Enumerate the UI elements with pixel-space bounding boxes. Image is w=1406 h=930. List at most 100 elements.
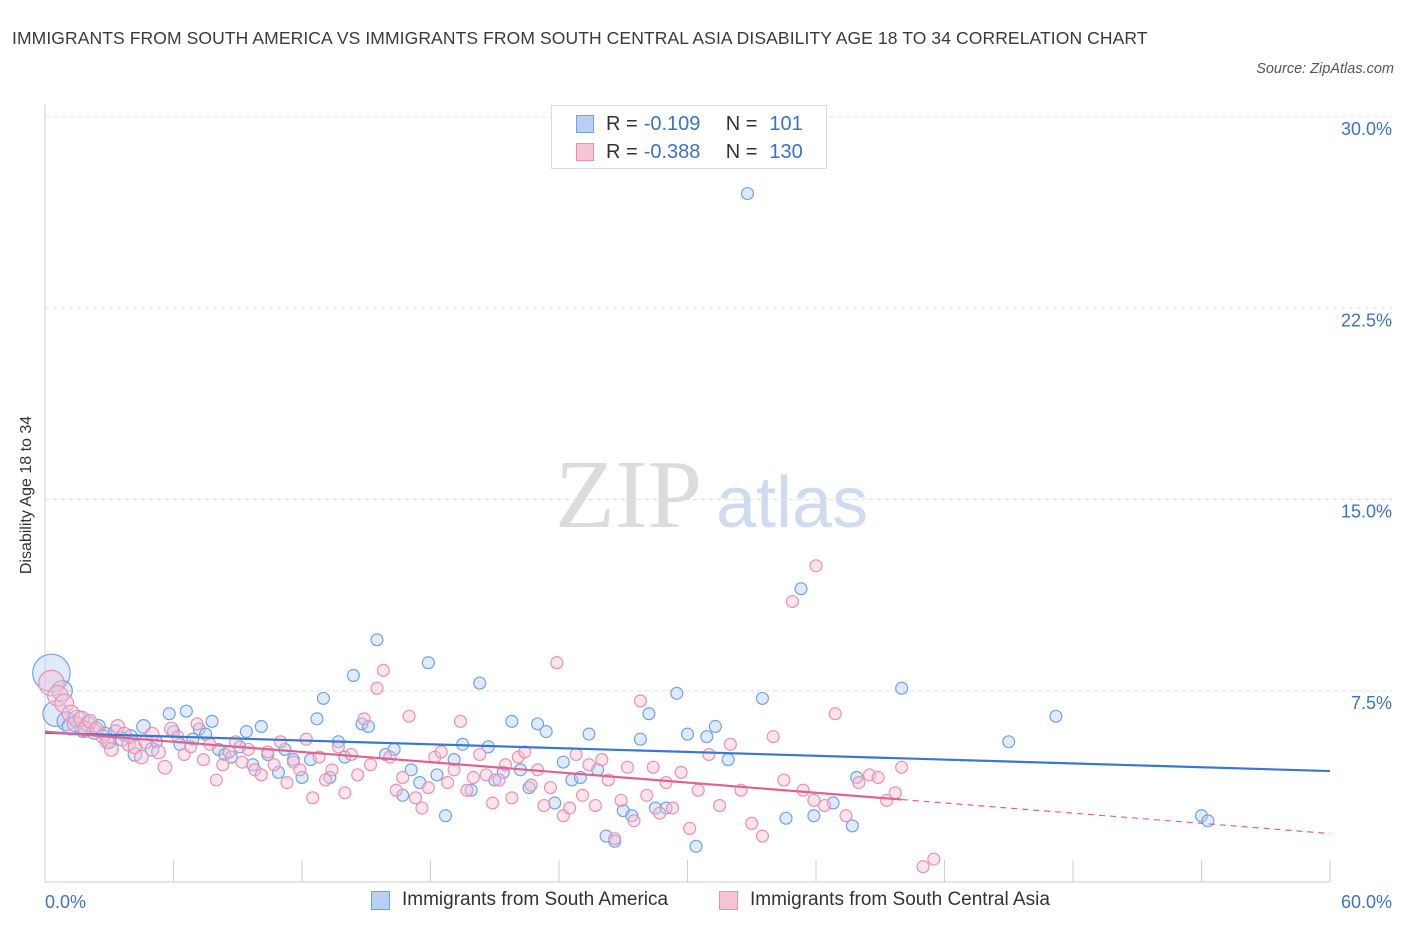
point-south-america	[755, 691, 770, 705]
legend-r-label: R =	[606, 112, 638, 135]
point-south-america	[807, 809, 821, 823]
point-south-america	[556, 755, 570, 769]
point-south-central-asia	[389, 783, 403, 797]
point-south-central-asia	[151, 744, 166, 760]
point-south-central-asia	[486, 796, 500, 810]
point-south-central-asia	[627, 814, 641, 828]
point-south-central-asia	[852, 775, 866, 790]
point-south-america	[316, 691, 330, 705]
point-south-central-asia	[550, 656, 564, 670]
point-south-america	[642, 707, 656, 721]
point-south-central-asia	[319, 773, 333, 787]
point-south-central-asia	[47, 685, 69, 707]
legend-swatch-south-central-asia	[576, 143, 594, 161]
point-south-central-asia	[595, 753, 609, 767]
point-south-america	[162, 707, 176, 721]
point-south-america	[779, 811, 793, 825]
point-south-central-asia	[267, 758, 281, 772]
x-tick-label: 60.0%	[1341, 892, 1392, 912]
series-legend: Immigrants from South America Immigrants…	[0, 889, 1406, 915]
point-south-central-asia	[608, 832, 622, 846]
point-south-america	[548, 796, 562, 810]
point-south-central-asia	[133, 749, 149, 765]
point-south-central-asia	[828, 707, 842, 721]
point-south-central-asia	[665, 801, 680, 815]
point-south-america	[505, 714, 519, 728]
legend-row-south-central-asia: R = -0.388 N = 130	[576, 139, 803, 165]
point-south-central-asia	[73, 710, 90, 728]
correlation-legend: R = -0.109 N = 101 R = -0.388 N = 130	[551, 105, 827, 169]
series-swatch-south-central-asia	[719, 890, 738, 910]
point-south-america	[531, 717, 545, 731]
point-south-central-asia	[280, 775, 294, 790]
point-south-america	[438, 809, 453, 823]
point-south-america	[421, 656, 435, 670]
trend-lines	[44, 730, 1331, 835]
point-south-central-asia	[569, 747, 583, 762]
point-south-central-asia	[38, 669, 65, 697]
point-south-central-asia	[357, 712, 371, 726]
legend-n-value: 130	[769, 140, 803, 163]
point-south-central-asia	[916, 860, 930, 874]
watermark-zip: ZIP	[555, 441, 702, 549]
point-south-central-asia	[376, 663, 390, 677]
chart-title: IMMIGRANTS FROM SOUTH AMERICA VS IMMIGRA…	[12, 28, 1148, 48]
point-south-central-asia	[640, 788, 654, 802]
point-south-america	[794, 582, 808, 596]
point-south-central-asia	[370, 681, 384, 695]
point-south-america	[404, 763, 418, 777]
point-south-central-asia	[402, 709, 416, 723]
point-south-central-asia	[563, 801, 577, 815]
point-south-central-asia	[766, 730, 780, 744]
legend-swatch-south-america	[576, 115, 594, 133]
point-south-central-asia	[537, 798, 551, 813]
point-south-central-asia	[421, 781, 435, 795]
point-south-america	[205, 714, 219, 728]
y-tick-label: 30.0%	[1341, 119, 1392, 139]
point-south-central-asia	[755, 829, 770, 843]
tick-labels: 7.5% 15.0% 22.5% 30.0% 0.0% 60.0%	[45, 119, 1392, 912]
point-south-america	[708, 719, 722, 733]
watermark: ZIP atlas	[555, 441, 868, 549]
point-south-central-asia	[216, 758, 230, 772]
point-south-america	[346, 668, 360, 682]
point-south-central-asia	[927, 852, 941, 866]
point-south-america	[689, 839, 703, 853]
point-south-america	[895, 681, 909, 695]
point-south-america	[496, 765, 510, 779]
point-south-central-asia	[723, 737, 737, 751]
point-south-america	[633, 732, 647, 746]
point-south-central-asia	[653, 806, 667, 820]
point-south-america	[370, 633, 384, 647]
point-south-central-asia	[492, 773, 506, 787]
point-south-america	[464, 783, 478, 797]
legend-r-label: R =	[606, 140, 638, 163]
point-south-central-asia	[415, 801, 429, 815]
point-south-central-asia	[61, 704, 80, 723]
point-south-america	[271, 765, 285, 779]
point-south-central-asia	[293, 763, 307, 777]
point-south-america	[740, 186, 755, 201]
point-south-central-asia	[434, 745, 448, 759]
point-south-central-asia	[157, 759, 173, 775]
point-south-central-asia	[582, 758, 596, 772]
point-south-central-asia	[441, 775, 455, 790]
point-south-central-asia	[235, 755, 249, 769]
point-south-central-asia	[674, 765, 688, 779]
point-south-central-asia	[408, 791, 423, 805]
point-south-america	[254, 719, 268, 733]
point-south-central-asia	[473, 747, 487, 762]
point-south-central-asia	[646, 760, 660, 774]
series-label-south-central-asia: Immigrants from South Central Asia	[750, 889, 1050, 910]
point-south-central-asia	[620, 760, 635, 774]
point-south-central-asia	[453, 714, 468, 728]
point-south-central-asia	[691, 783, 705, 797]
point-south-central-asia	[338, 786, 352, 800]
source-label: Source: ZipAtlas.com	[1256, 61, 1394, 77]
trend-line-south-central-asia-projection	[901, 798, 1331, 835]
point-south-central-asia	[351, 768, 365, 782]
x-tick-label: 0.0%	[45, 892, 86, 912]
point-south-central-asia	[54, 693, 75, 714]
point-south-america	[721, 753, 735, 767]
